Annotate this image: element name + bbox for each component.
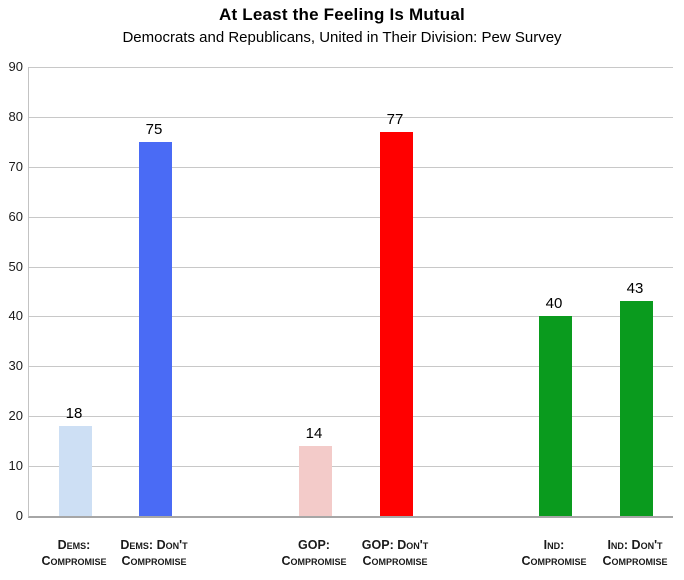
x-category-label-gop-compromise: GOP: Compromise	[257, 538, 371, 569]
x-category-label-line1: Ind: Don't	[607, 538, 663, 552]
gridline-60	[29, 216, 673, 218]
gridline-10	[29, 466, 673, 468]
x-category-label-line1: GOP: Don't	[361, 538, 429, 552]
bar-ind-dont-compromise	[619, 301, 653, 516]
x-category-label-dems-dont-compromise: Dems: Don't Compromise	[97, 538, 211, 569]
y-tick-label-10: 10	[8, 458, 23, 474]
y-tick-label-0: 0	[15, 508, 23, 523]
x-category-label-line2: Compromise	[521, 553, 587, 568]
x-category-label-line2: Compromise	[281, 553, 347, 568]
bar-value-label-dems-compromise: 18	[65, 405, 83, 423]
gridline-50	[29, 266, 673, 268]
bar-dems-compromise	[58, 426, 92, 516]
gridline-20	[29, 416, 673, 418]
bar-value-label-gop-compromise: 14	[305, 425, 323, 443]
x-category-label-line2: Compromise	[41, 553, 107, 568]
chart-subtitle: Democrats and Republicans, United in The…	[122, 29, 562, 46]
x-category-label-gop-dont-compromise: GOP: Don't Compromise	[338, 538, 452, 569]
gridline-90	[29, 67, 673, 68]
x-category-label-line2: Compromise	[121, 553, 187, 568]
gridline-30	[29, 366, 673, 368]
gridline-70	[29, 166, 673, 168]
y-tick-label-80: 80	[8, 108, 23, 124]
x-category-label-ind-compromise: Ind: Compromise	[497, 538, 611, 569]
y-tick-label-50: 50	[8, 258, 23, 274]
x-category-label-ind-dont-compromise: Ind: Don't Compromise	[578, 538, 684, 569]
x-category-label-line1: GOP:	[298, 538, 330, 552]
bar-value-label-dems-dont-compromise: 75	[145, 120, 163, 138]
y-tick-label-40: 40	[8, 308, 23, 324]
bar-gop-compromise	[298, 446, 332, 516]
y-tick-label-60: 60	[8, 208, 23, 224]
bar-ind-compromise	[538, 316, 572, 516]
bar-gop-dont-compromise	[379, 131, 413, 516]
x-category-label-line1: Dems:	[57, 538, 91, 552]
y-tick-label-70: 70	[8, 158, 23, 174]
x-category-label-line1: Ind:	[543, 538, 565, 552]
bar-value-label-gop-dont-compromise: 77	[386, 110, 404, 128]
chart-title: At Least the Feeling Is Mutual	[219, 5, 465, 24]
plot-area	[28, 67, 673, 518]
y-tick-label-20: 20	[8, 408, 23, 424]
bar-dems-dont-compromise	[138, 141, 172, 516]
y-tick-label-90: 90	[8, 59, 23, 74]
bar-value-label-ind-dont-compromise: 43	[626, 280, 644, 298]
x-category-label-line2: Compromise	[602, 553, 668, 568]
gridline-40	[29, 316, 673, 318]
y-tick-label-30: 30	[8, 358, 23, 374]
gridline-80	[29, 116, 673, 118]
x-category-label-line2: Compromise	[362, 553, 428, 568]
x-category-label-dems-compromise: Dems: Compromise	[17, 538, 131, 569]
bar-value-label-ind-compromise: 40	[545, 295, 563, 313]
x-category-label-line1: Dems: Don't	[120, 538, 188, 552]
